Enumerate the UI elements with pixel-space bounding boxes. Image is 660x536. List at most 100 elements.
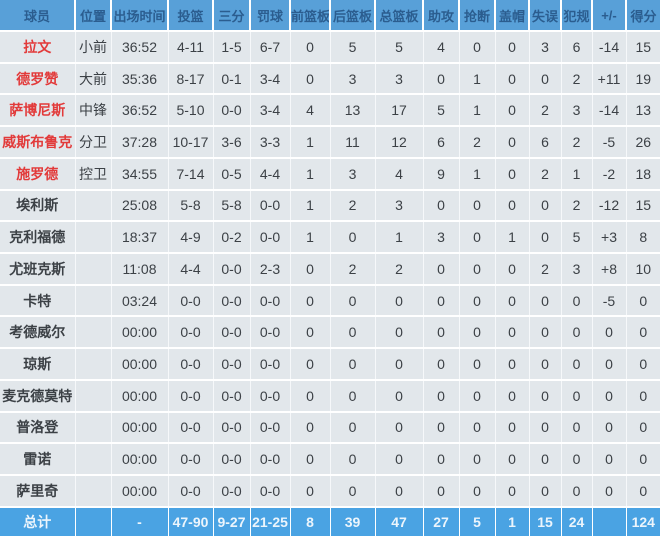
stat-cell: 1 [290, 157, 331, 191]
stat-cell: -12 [592, 189, 627, 223]
stat-cell: 0 [290, 253, 331, 286]
stat-cell: 00:00 [111, 443, 169, 477]
stat-cell: 2-3 [250, 253, 291, 286]
stat-cell: 0 [459, 316, 496, 350]
stat-cell: 0 [529, 316, 562, 350]
stat-cell: 0 [529, 443, 562, 477]
stat-cell: 中锋 [75, 94, 112, 128]
player-rows: 拉文 小前 36:52 4-11 1-5 6-7 0 5 5 4 0 0 3 6 -14 15 德罗赞 大前 35:… [0, 31, 660, 508]
stat-cell: 0 [529, 189, 562, 223]
stat-cell: 0 [495, 62, 530, 96]
stat-cell: 5-8 [168, 189, 214, 223]
stat-cell: 0 [290, 62, 331, 96]
stat-cell: 0 [561, 411, 593, 445]
stat-cell: 0 [626, 316, 660, 350]
stat-cell: 00:00 [111, 475, 169, 508]
column-header-0: 球员 [0, 0, 76, 32]
stat-cell: 0 [561, 316, 593, 350]
stat-cell: 1 [495, 221, 530, 255]
stat-cell: 4-11 [168, 31, 214, 64]
stat-cell: 19 [626, 62, 660, 96]
stat-cell: 37:28 [111, 126, 169, 159]
stat-cell: 0 [495, 157, 530, 191]
stat-cell: -5 [592, 126, 627, 159]
stat-cell: 0 [290, 379, 331, 413]
table-footer: 总计 -47-90 9-27 21-25 8 39 47 27 5 1 15 24 124 [0, 507, 660, 536]
stat-cell: 0 [495, 411, 530, 445]
stat-cell: 0 [592, 475, 627, 508]
stat-cell: 0 [375, 411, 424, 445]
stat-cell: 0-0 [213, 94, 251, 128]
stat-cell: 0 [529, 379, 562, 413]
stat-cell: 3 [330, 62, 376, 96]
stat-cell: 0 [330, 284, 376, 318]
column-header-4: 三分 [213, 0, 251, 32]
player-row: 拉文 小前 36:52 4-11 1-5 6-7 0 5 5 4 0 0 3 6 -14 15 [0, 31, 660, 64]
total-stat-cell: 47 [375, 507, 424, 536]
stat-cell: 0 [330, 316, 376, 350]
stat-cell [75, 253, 112, 286]
stat-cell: +8 [592, 253, 627, 286]
total-label-cell: 总计 [0, 507, 76, 536]
total-stat-cell: 47-90 [168, 507, 214, 536]
total-stat-cell: 1 [495, 507, 530, 536]
column-header-2: 出场时间 [111, 0, 169, 32]
stat-cell: 0-0 [213, 475, 251, 508]
stat-cell: 0 [290, 443, 331, 477]
stat-cell: 0 [529, 221, 562, 255]
stat-cell: 0 [495, 348, 530, 381]
stat-cell: 分卫 [75, 126, 112, 159]
stat-cell: 0-0 [250, 411, 291, 445]
column-header-12: 失误 [529, 0, 562, 32]
stat-cell: 3 [561, 253, 593, 286]
stat-cell: 0 [423, 62, 460, 96]
stat-cell: 00:00 [111, 348, 169, 381]
player-row: 萨博尼斯 中锋 36:52 5-10 0-0 3-4 4 13 17 5 1 0 2 3 -14 13 [0, 94, 660, 128]
stat-cell: 0 [423, 284, 460, 318]
stat-cell: 0-0 [213, 411, 251, 445]
stat-cell: 5 [561, 221, 593, 255]
player-row: 埃利斯 25:08 5-8 5-8 0-0 1 2 3 0 0 0 0 2 -12 15 [0, 189, 660, 223]
stat-cell: 1 [561, 157, 593, 191]
stat-cell: 1 [459, 94, 496, 128]
stat-cell: 0-0 [168, 443, 214, 477]
stat-cell: -2 [592, 157, 627, 191]
stat-cell: 0 [626, 475, 660, 508]
column-header-10: 抢断 [459, 0, 496, 32]
stat-cell: 1 [290, 126, 331, 159]
stat-cell: 26 [626, 126, 660, 159]
stat-cell: +3 [592, 221, 627, 255]
stat-cell: 0 [459, 348, 496, 381]
stat-cell: 0 [330, 348, 376, 381]
stat-cell: 0 [626, 284, 660, 318]
stat-cell: 0 [495, 443, 530, 477]
player-row: 卡特 03:24 0-0 0-0 0-0 0 0 0 0 0 0 0 0 -5 0 [0, 284, 660, 318]
stat-cell: 0 [459, 253, 496, 286]
stat-cell [75, 189, 112, 223]
stat-cell: 0 [561, 284, 593, 318]
stat-cell: 0 [375, 475, 424, 508]
stat-cell: 0-0 [250, 316, 291, 350]
stat-cell: 0-0 [250, 443, 291, 477]
player-name-cell: 施罗德 [0, 157, 76, 191]
stat-cell: 0 [592, 411, 627, 445]
stat-cell [75, 379, 112, 413]
stat-cell: 0 [330, 475, 376, 508]
stat-cell: 0 [626, 443, 660, 477]
stat-cell: 4 [423, 31, 460, 64]
player-row: 琼斯 00:00 0-0 0-0 0-0 0 0 0 0 0 0 0 0 0 0 [0, 348, 660, 381]
player-row: 威斯布鲁克 分卫 37:28 10-17 3-6 3-3 1 11 12 6 2 0 6 2 -5 26 [0, 126, 660, 159]
total-stat-cell: - [111, 507, 169, 536]
stat-cell: 0-0 [168, 475, 214, 508]
stat-cell: 2 [561, 189, 593, 223]
player-name-cell: 威斯布鲁克 [0, 126, 76, 159]
stat-cell: 0 [290, 475, 331, 508]
stat-cell: 1 [459, 62, 496, 96]
player-name-cell: 拉文 [0, 31, 76, 64]
stat-cell: 1 [290, 221, 331, 255]
stat-cell [75, 316, 112, 350]
stat-cell: 2 [561, 126, 593, 159]
stat-cell: 03:24 [111, 284, 169, 318]
player-row: 考德威尔 00:00 0-0 0-0 0-0 0 0 0 0 0 0 0 0 0 0 [0, 316, 660, 350]
